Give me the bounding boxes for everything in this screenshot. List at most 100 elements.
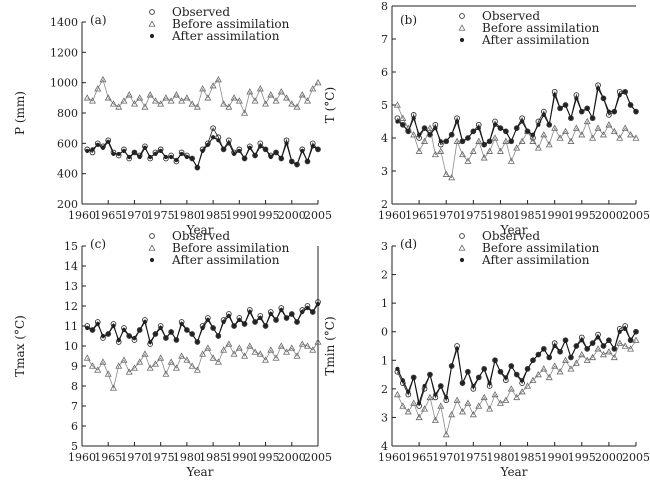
- data-point: [400, 122, 405, 127]
- data-point: [621, 342, 629, 349]
- y-tick-label: 1: [381, 297, 388, 310]
- data-point: [502, 396, 510, 403]
- data-point: [146, 364, 154, 371]
- data-point: [272, 97, 280, 104]
- data-point: [540, 346, 547, 352]
- data-point: [298, 91, 306, 98]
- data-point: [157, 354, 165, 361]
- data-point: [465, 135, 471, 141]
- legend-marker: [459, 233, 465, 239]
- data-point: [315, 301, 321, 307]
- data-point: [204, 94, 212, 101]
- data-point: [589, 340, 596, 346]
- panel-c: 5 6 7 8 9 10 11 12 13 14 15 19601965197019751980198…: [13, 229, 332, 479]
- data-point: [304, 158, 311, 165]
- data-point: [437, 402, 445, 409]
- data-point: [600, 343, 607, 349]
- data-point: [595, 335, 601, 340]
- data-point: [546, 354, 553, 361]
- data-point: [514, 372, 519, 377]
- series-observed: [394, 323, 639, 409]
- data-point: [540, 131, 548, 138]
- data-point: [278, 155, 285, 162]
- data-point: [190, 156, 195, 161]
- data-point: [627, 102, 634, 108]
- y-tick-label: 8: [71, 380, 78, 393]
- data-point: [529, 376, 537, 383]
- data-point: [437, 147, 445, 154]
- data-point: [578, 108, 585, 115]
- legend-marker: [148, 20, 156, 27]
- data-point: [584, 105, 591, 112]
- y-tick-label: 1400: [50, 16, 78, 29]
- data-point: [449, 132, 454, 137]
- data-point: [137, 154, 142, 160]
- y-axis-label: P (mm): [13, 91, 27, 135]
- data-point: [116, 337, 121, 343]
- x-tick-label: 1980: [173, 451, 201, 464]
- data-point: [252, 319, 258, 325]
- data-point: [421, 405, 429, 412]
- data-point: [422, 126, 427, 131]
- data-point: [85, 148, 90, 154]
- y-tick-label: 0: [381, 326, 388, 339]
- data-point: [262, 146, 269, 153]
- x-tick-label: 2000: [278, 209, 306, 222]
- data-point: [104, 94, 112, 101]
- x-tick-label: 2000: [595, 209, 623, 222]
- data-point: [633, 328, 639, 335]
- data-point: [444, 395, 449, 400]
- data-point: [284, 315, 289, 321]
- data-point: [492, 357, 498, 364]
- panel-label: (b): [400, 13, 417, 27]
- data-point: [158, 148, 163, 154]
- data-point: [283, 94, 291, 101]
- data-point: [590, 116, 595, 121]
- data-point: [400, 378, 405, 383]
- data-point: [557, 349, 563, 354]
- data-point: [189, 331, 195, 337]
- data-point: [617, 329, 622, 334]
- data-point: [246, 88, 254, 95]
- data-point: [230, 94, 238, 101]
- data-point: [470, 128, 477, 135]
- data-point: [465, 369, 471, 374]
- data-point: [241, 352, 249, 359]
- y-tick-label: 1: [381, 354, 388, 367]
- data-point: [509, 139, 514, 144]
- data-point: [612, 346, 617, 351]
- data-point: [556, 134, 564, 141]
- data-point: [116, 151, 121, 157]
- data-point: [136, 358, 144, 365]
- data-point: [256, 350, 264, 357]
- x-tick-label: 1975: [147, 451, 175, 464]
- data-point: [231, 151, 237, 157]
- data-point: [518, 137, 526, 144]
- legend-entry: After assimilation: [481, 33, 590, 47]
- data-point: [104, 370, 112, 377]
- data-point: [305, 159, 310, 164]
- y-tick-label: 5: [71, 440, 78, 453]
- panel-label: (c): [90, 237, 106, 251]
- data-point: [100, 333, 106, 339]
- data-point: [121, 148, 127, 154]
- data-point: [491, 390, 499, 398]
- data-point: [465, 135, 471, 141]
- y-tick-label: 1200: [50, 46, 78, 59]
- data-point: [189, 155, 195, 162]
- data-point: [486, 138, 493, 145]
- series-line: [397, 83, 637, 146]
- data-point: [623, 326, 628, 331]
- data-point: [595, 86, 601, 91]
- data-point: [534, 370, 542, 378]
- data-point: [507, 385, 515, 392]
- panel-label: (a): [90, 13, 107, 27]
- data-point: [579, 338, 584, 343]
- data-point: [482, 142, 487, 147]
- data-point: [188, 362, 196, 369]
- data-point: [136, 327, 143, 333]
- data-point: [162, 370, 170, 377]
- x-tick-label: 1980: [486, 451, 514, 464]
